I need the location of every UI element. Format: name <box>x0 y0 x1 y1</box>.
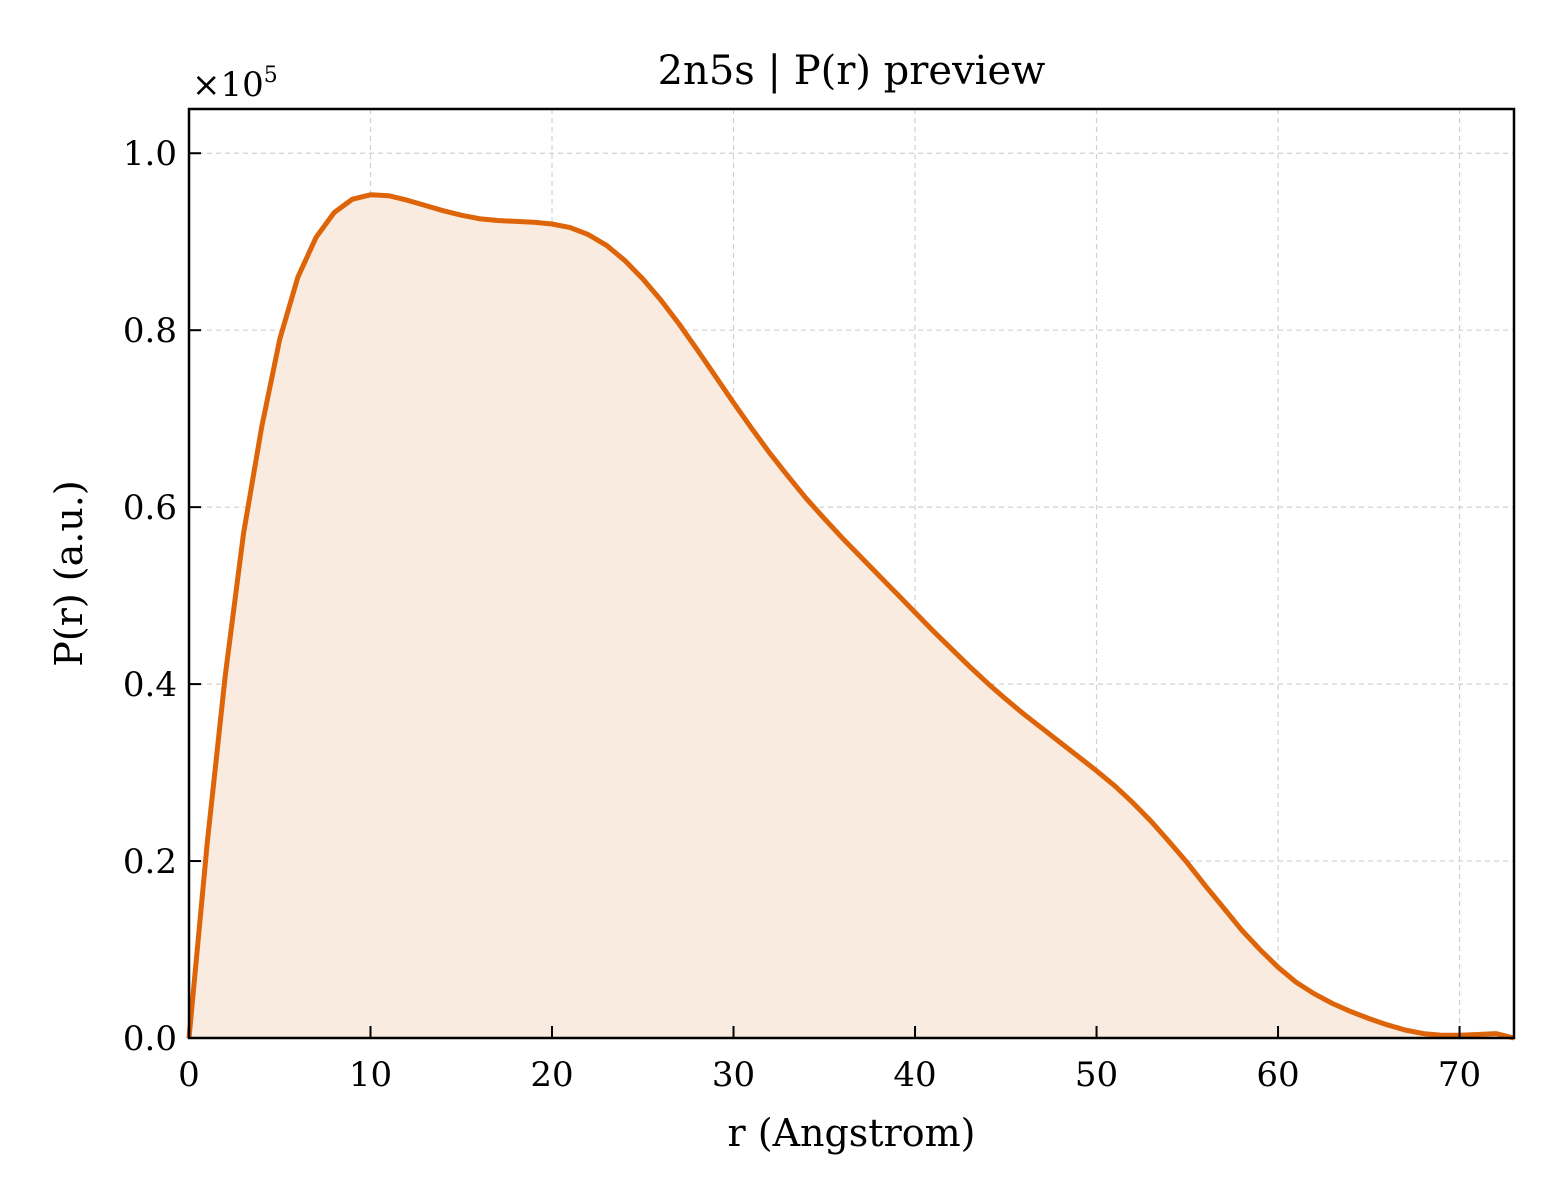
y-scale-multiplier: ×105 <box>192 63 278 105</box>
tick-labels: 0 10 20 30 40 50 60 70 0.0 0.2 0.4 0.6 0.8 1.0 <box>123 134 1481 1095</box>
y-tick-label: 0.6 <box>123 488 177 528</box>
chart-title: 2n5s | P(r) preview <box>658 48 1046 94</box>
x-tick-label: 70 <box>1438 1055 1481 1095</box>
x-axis-label: r (Angstrom) <box>728 1111 976 1155</box>
y-scale-base: ×10 <box>192 65 264 105</box>
y-axis-label: P(r) (a.u.) <box>47 480 91 666</box>
y-scale-exponent: 5 <box>264 63 278 88</box>
x-tick-label: 20 <box>530 1055 573 1095</box>
x-tick-label: 60 <box>1256 1055 1299 1095</box>
tick-marks <box>188 152 1461 1039</box>
y-tick-label: 1.0 <box>123 134 177 174</box>
x-tick-label: 40 <box>893 1055 936 1095</box>
x-tick-label: 30 <box>712 1055 755 1095</box>
pr-area-fill <box>189 194 1514 1039</box>
y-tick-label: 0.0 <box>123 1019 177 1059</box>
y-tick-label: 0.2 <box>123 842 177 882</box>
y-tick-label: 0.8 <box>123 311 177 351</box>
x-tick-label: 10 <box>349 1055 392 1095</box>
pr-series-line <box>186 192 1515 1041</box>
x-tick-label: 0 <box>178 1055 200 1095</box>
x-tick-label: 50 <box>1075 1055 1118 1095</box>
y-tick-label: 0.4 <box>123 665 177 705</box>
plot-frame <box>187 107 1516 1040</box>
